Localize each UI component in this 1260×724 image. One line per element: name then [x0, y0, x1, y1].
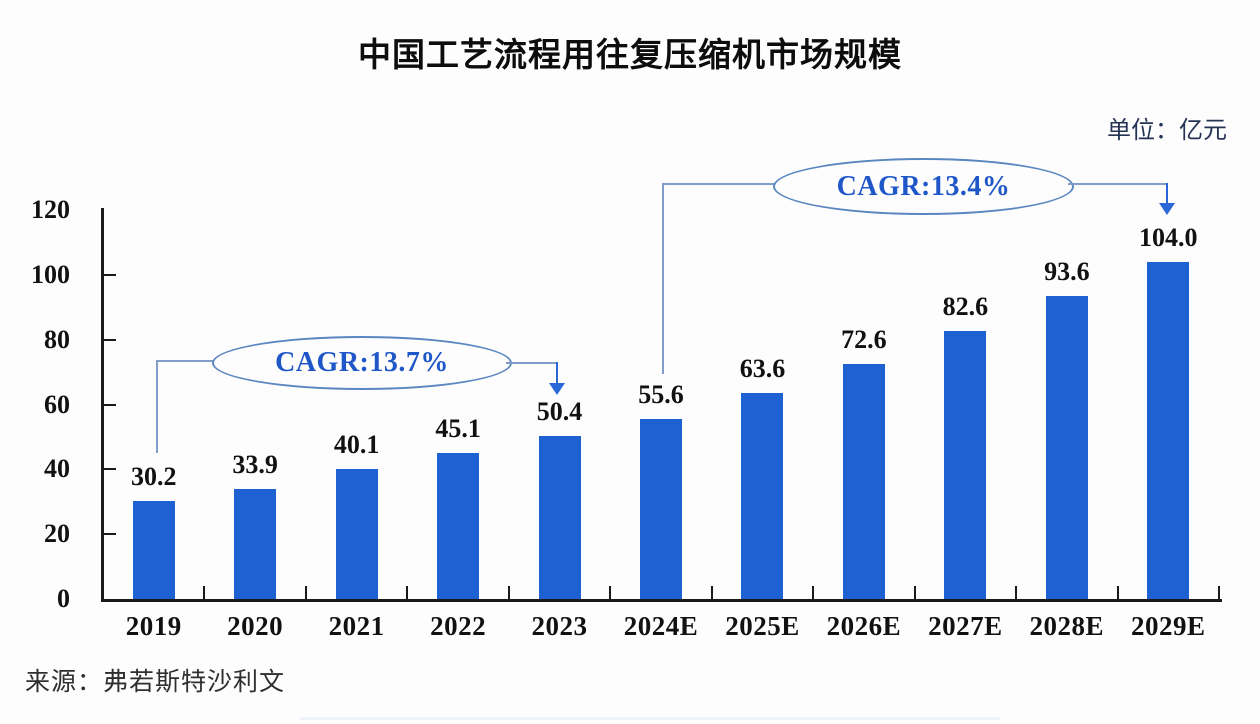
y-axis-tick — [103, 533, 116, 536]
bar — [944, 331, 987, 599]
bar — [538, 435, 581, 599]
y-tick-label: 20 — [44, 519, 70, 549]
x-axis-tick — [203, 586, 206, 599]
y-tick-label: 80 — [44, 324, 70, 354]
footer-divider — [300, 717, 1000, 720]
connector-line-horizontal — [156, 360, 214, 362]
x-tick-label: 2028E — [1029, 611, 1105, 641]
y-axis-tick — [103, 403, 116, 406]
y-tick-label: 100 — [31, 259, 70, 289]
x-axis-tick — [507, 586, 510, 599]
bar-value-label: 33.9 — [232, 450, 278, 480]
x-tick-label: 2026E — [826, 611, 902, 641]
y-axis-tick — [103, 468, 116, 471]
arrow-stem — [1166, 183, 1168, 204]
x-axis — [101, 599, 1222, 602]
bar-value-label: 55.6 — [638, 379, 684, 409]
cagr-ellipse-1: CAGR:13.7% — [212, 336, 512, 390]
cagr-label-2: CAGR:13.4% — [836, 170, 1011, 202]
unit-label: 单位：亿元 — [1107, 117, 1227, 144]
x-tick-label: 2025E — [725, 611, 800, 641]
x-axis-tick — [1015, 586, 1018, 599]
x-axis-tick — [304, 586, 307, 599]
x-tick-label: 2022 — [430, 611, 487, 641]
bar — [437, 452, 480, 599]
cagr-ellipse-2: CAGR:13.4% — [773, 158, 1074, 215]
bar — [234, 489, 277, 599]
bar — [1045, 295, 1088, 599]
x-axis-tick — [913, 586, 916, 599]
bar — [132, 501, 175, 599]
bar-value-label: 104.0 — [1139, 222, 1198, 252]
y-axis-tick — [103, 338, 116, 341]
x-tick-label: 2027E — [928, 611, 1003, 641]
bar — [1147, 261, 1190, 599]
y-tick-label: 40 — [44, 454, 70, 484]
x-axis-tick — [406, 586, 409, 599]
chart-title: 中国工艺流程用往复压缩机市场规模 — [358, 36, 902, 73]
x-axis-tick — [812, 586, 815, 599]
x-tick-label: 2020 — [227, 611, 284, 641]
x-axis-tick — [1218, 586, 1220, 599]
y-axis — [101, 208, 104, 601]
bar — [842, 363, 885, 599]
bar-value-label: 30.2 — [130, 462, 177, 492]
bar — [335, 469, 378, 599]
y-axis-tick — [103, 273, 116, 276]
connector-line-horizontal — [506, 362, 558, 364]
bar-value-label: 72.6 — [841, 324, 887, 354]
source-label: 来源：弗若斯特沙利文 — [25, 669, 286, 696]
y-tick-label: 120 — [31, 195, 70, 224]
bar-value-label: 63.6 — [739, 353, 786, 383]
y-tick-label: 60 — [44, 389, 70, 419]
connector-line-vertical — [156, 361, 158, 453]
bar — [741, 392, 784, 599]
connector-line-vertical — [662, 184, 664, 374]
y-tick-label: 0 — [57, 584, 70, 613]
arrow-down-icon — [1159, 203, 1175, 215]
bar-value-label: 50.4 — [536, 396, 583, 426]
cagr-label-1: CAGR:13.7% — [275, 347, 449, 378]
x-axis-tick — [710, 586, 713, 599]
connector-line-horizontal — [1068, 183, 1168, 185]
bar-value-label: 93.6 — [1044, 256, 1090, 286]
arrow-down-icon — [549, 383, 565, 395]
bar-value-label: 82.6 — [942, 292, 989, 322]
bar-value-label: 45.1 — [435, 413, 481, 443]
bar-value-label: 40.1 — [333, 430, 380, 459]
x-tick-label: 2024E — [623, 611, 699, 641]
bar — [640, 418, 682, 599]
connector-line-horizontal — [662, 183, 774, 185]
x-axis-tick — [609, 586, 612, 599]
x-axis-tick — [1116, 586, 1119, 599]
arrow-stem — [556, 362, 558, 384]
x-tick-label: 2023 — [531, 611, 588, 641]
x-tick-label: 2019 — [125, 611, 182, 641]
x-tick-label: 2029E — [1131, 611, 1206, 641]
x-tick-label: 2021 — [328, 611, 385, 641]
